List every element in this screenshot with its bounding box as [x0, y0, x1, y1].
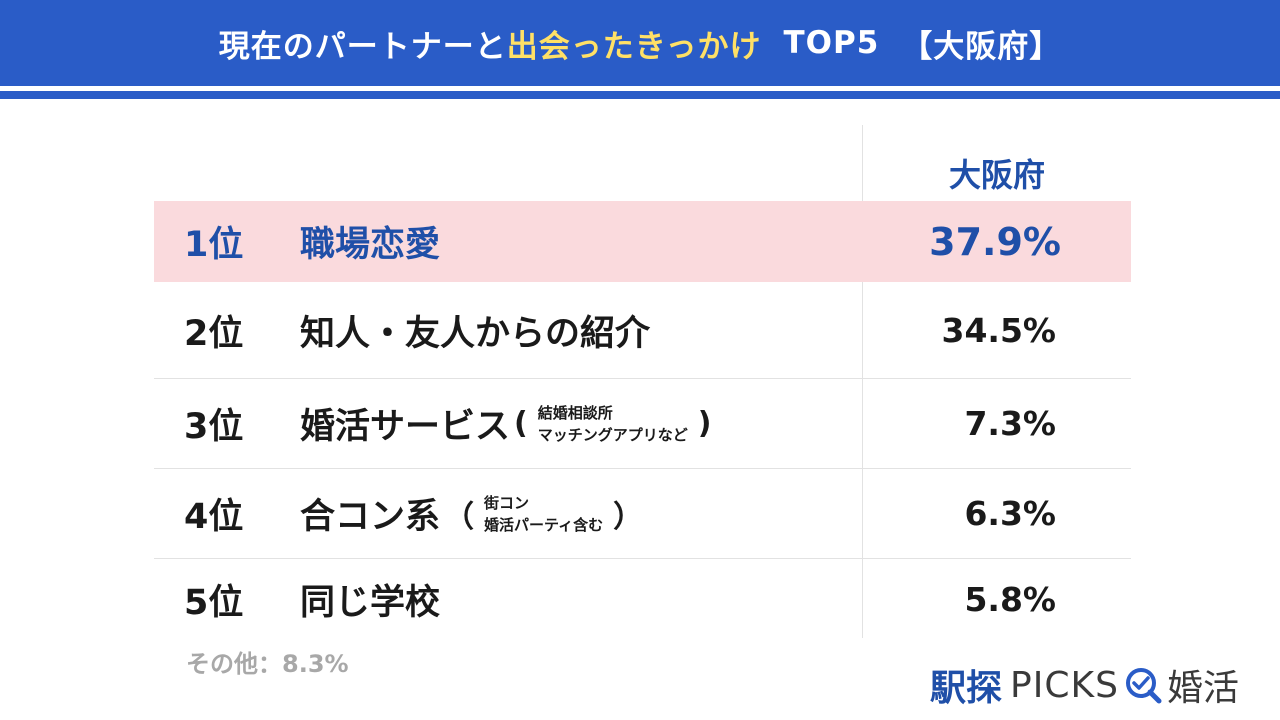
- title-highlight: 出会ったきっかけ: [506, 28, 762, 65]
- row-label-group: 婚活サービス ( 結婚相談所 マッチングアプリなど ): [300, 379, 715, 468]
- rank: 4位: [184, 497, 244, 537]
- other-note: その他：8.3%: [186, 650, 349, 678]
- table-row: 1位 職場恋愛 37.9%: [154, 201, 1131, 282]
- rank: 1位: [184, 225, 244, 265]
- row-value: 6.3%: [964, 494, 1056, 533]
- title-top5: TOP5: [783, 25, 880, 61]
- row-label: 職場恋愛: [300, 225, 441, 265]
- rank: 5位: [184, 582, 244, 623]
- row-value: 37.9%: [929, 219, 1061, 264]
- row-label: 合コン系: [300, 497, 441, 537]
- table-row: 3位 婚活サービス ( 結婚相談所 マッチングアプリなど ) 7.3%: [154, 379, 1131, 469]
- table-row: 4位 合コン系 （ 街コン 婚活パーティ含む ） 6.3%: [154, 469, 1131, 559]
- row-value: 7.3%: [964, 404, 1056, 443]
- open-paren: (: [514, 406, 528, 441]
- magnifier-check-icon: [1125, 668, 1162, 704]
- row-label: 知人・友人からの紹介: [300, 314, 651, 354]
- row-label: 同じ学校: [300, 582, 441, 623]
- open-paren: （: [444, 499, 475, 535]
- row-note-line1: 街コン: [484, 493, 530, 512]
- table-row: 5位 同じ学校 5.8%: [154, 559, 1131, 639]
- row-note-line2: 婚活パーティ含む: [484, 515, 604, 534]
- logo-picks: PICKS: [1010, 664, 1119, 706]
- title-part1: 現在のパートナーと: [218, 28, 507, 65]
- table-row: 2位 知人・友人からの紹介 34.5%: [154, 283, 1131, 379]
- row-value: 5.8%: [964, 579, 1056, 619]
- logo: 駅探 PICKS 婚活: [930, 660, 1239, 710]
- row-label: 婚活サービス: [300, 407, 511, 447]
- column-header-osaka: 大阪府: [948, 156, 1045, 194]
- rank: 3位: [184, 407, 244, 447]
- logo-brand: 駅探: [930, 668, 1003, 709]
- header-underline: [0, 91, 1280, 99]
- rank: 2位: [184, 314, 244, 354]
- row-note: 街コン 婚活パーティ含む: [484, 492, 603, 536]
- row-value: 34.5%: [941, 311, 1057, 350]
- close-paren: ）: [613, 499, 644, 535]
- row-note-line1: 結婚相談所: [537, 403, 613, 422]
- row-note: 結婚相談所 マッチングアプリなど: [538, 402, 688, 446]
- logo-suffix: 婚活: [1166, 668, 1239, 709]
- title-banner: 現在のパートナーと 出会ったきっかけ TOP5 【大阪府】: [0, 0, 1280, 86]
- close-paren: ): [697, 406, 712, 441]
- column-divider: [862, 125, 863, 638]
- row-note-line2: マッチングアプリなど: [537, 425, 688, 444]
- row-label-group: 合コン系 （ 街コン 婚活パーティ含む ）: [300, 469, 647, 558]
- title-region: 【大阪府】: [901, 28, 1062, 65]
